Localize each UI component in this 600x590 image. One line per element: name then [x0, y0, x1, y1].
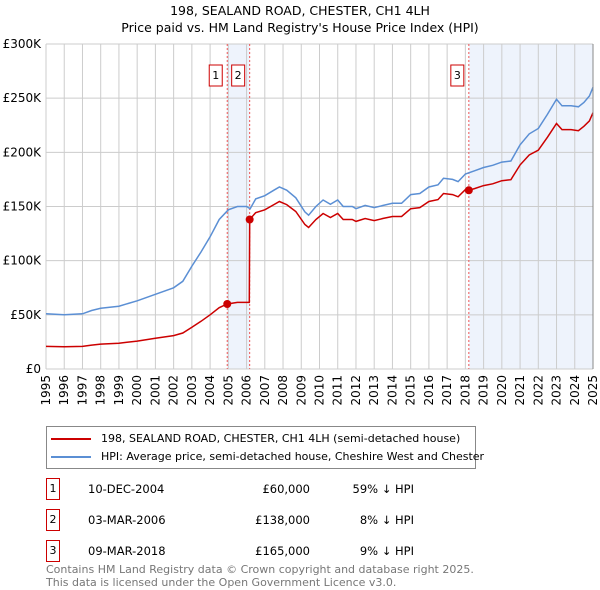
- y-tick-label: £100K: [3, 254, 43, 268]
- sale-hpi: 9% ↓ HPI: [359, 544, 414, 558]
- x-tick-label: 2022: [531, 375, 545, 406]
- sale-label-box: [208, 64, 223, 87]
- x-tick-label: 2019: [477, 375, 491, 406]
- y-tick-label: £200K: [3, 145, 43, 159]
- chart-subtitle: Price paid vs. HM Land Registry's House …: [121, 20, 479, 35]
- sale-point: [245, 215, 254, 224]
- x-tick-label: 2014: [385, 375, 399, 406]
- legend-label: 198, SEALAND ROAD, CHESTER, CH1 4LH (sem…: [101, 432, 461, 445]
- x-tick-label: 2008: [276, 375, 290, 406]
- sale-price: £165,000: [255, 544, 310, 558]
- x-tick-label: 2012: [349, 375, 363, 406]
- y-tick-label: £0: [26, 362, 41, 376]
- price-paid-line: [45, 112, 594, 348]
- sale-row: 2 03-MAR-2006 £138,000 8% ↓ HPI: [46, 509, 546, 531]
- sale-point: [223, 300, 232, 308]
- x-tick-label: 2007: [258, 375, 272, 406]
- x-tick-label: 2000: [130, 375, 144, 406]
- price-chart: 1995 1996 1997 1998 1999 2000 2001 2002 2003 2004…: [3, 37, 600, 406]
- x-tick-label: 1999: [112, 375, 126, 406]
- x-tick-label: 1998: [94, 375, 108, 406]
- x-tick-label: 2020: [495, 375, 509, 406]
- footer-copyright: Contains HM Land Registry data © Crown c…: [46, 563, 474, 576]
- x-tick-label: 2001: [148, 375, 162, 406]
- x-tick-label: 2010: [313, 375, 327, 406]
- x-tick-label: 2013: [367, 375, 381, 406]
- sale-date: 09-MAR-2018: [88, 544, 166, 558]
- x-tick-label: 2023: [550, 375, 564, 406]
- x-tick-label: 1995: [39, 375, 53, 406]
- sale-label-box: [450, 64, 465, 87]
- x-tick-label: 1996: [57, 375, 71, 406]
- x-tick-label: 2021: [513, 375, 527, 406]
- sale-row: 1 10-DEC-2004 £60,000 59% ↓ HPI: [46, 478, 546, 500]
- x-tick-label: 2025: [586, 375, 600, 406]
- sale-label-number: 2: [235, 69, 242, 82]
- y-tick-label: £250K: [3, 91, 43, 105]
- sale-hpi: 8% ↓ HPI: [359, 513, 414, 527]
- chart-title: 198, SEALAND ROAD, CHESTER, CH1 4LH: [170, 3, 430, 18]
- sale-row: 3 09-MAR-2018 £165,000 9% ↓ HPI: [46, 540, 546, 562]
- x-tick-label: 2018: [458, 375, 472, 406]
- x-tick-label: 2024: [568, 375, 582, 406]
- legend: 198, SEALAND ROAD, CHESTER, CH1 4LH (sem…: [46, 426, 484, 469]
- sale-date: 10-DEC-2004: [88, 482, 165, 496]
- x-tick-label: 2003: [185, 375, 199, 406]
- sale-badge: 2: [46, 509, 60, 531]
- x-tick-label: 2006: [240, 375, 254, 406]
- sale-label-number: 3: [454, 69, 461, 82]
- sale-badge: 3: [46, 540, 60, 562]
- x-tick-label: 2015: [404, 375, 418, 406]
- legend-item-hpi: HPI: Average price, semi-detached house,…: [51, 449, 484, 465]
- x-tick-label: 1997: [75, 375, 89, 406]
- x-tick-label: 2005: [221, 375, 235, 406]
- x-tick-label: 2011: [331, 375, 345, 406]
- legend-label: HPI: Average price, semi-detached house,…: [101, 450, 485, 463]
- x-tick-label: 2016: [422, 375, 436, 406]
- sale-price: £138,000: [255, 513, 310, 527]
- sale-price: £60,000: [262, 482, 310, 496]
- y-tick-label: £150K: [3, 200, 43, 214]
- sale-date: 03-MAR-2006: [88, 513, 166, 527]
- x-tick-label: 2009: [294, 375, 308, 406]
- y-tick-label: £300K: [3, 37, 43, 51]
- legend-swatch-blue: [51, 456, 91, 458]
- sale-label-number: 1: [212, 69, 219, 82]
- footer-licence: This data is licensed under the Open Gov…: [46, 576, 397, 589]
- sale-badge: 1: [46, 478, 60, 500]
- sale-point: [464, 186, 473, 195]
- legend-swatch-red: [51, 438, 91, 440]
- y-tick-label: £50K: [10, 308, 42, 322]
- sale-label-box: [231, 64, 246, 87]
- x-tick-label: 2002: [167, 375, 181, 406]
- sale-hpi: 59% ↓ HPI: [352, 482, 414, 496]
- legend-item-property: 198, SEALAND ROAD, CHESTER, CH1 4LH (sem…: [51, 431, 460, 447]
- x-tick-label: 2004: [203, 375, 217, 406]
- x-tick-label: 2017: [440, 375, 454, 406]
- hpi-line: [45, 87, 594, 316]
